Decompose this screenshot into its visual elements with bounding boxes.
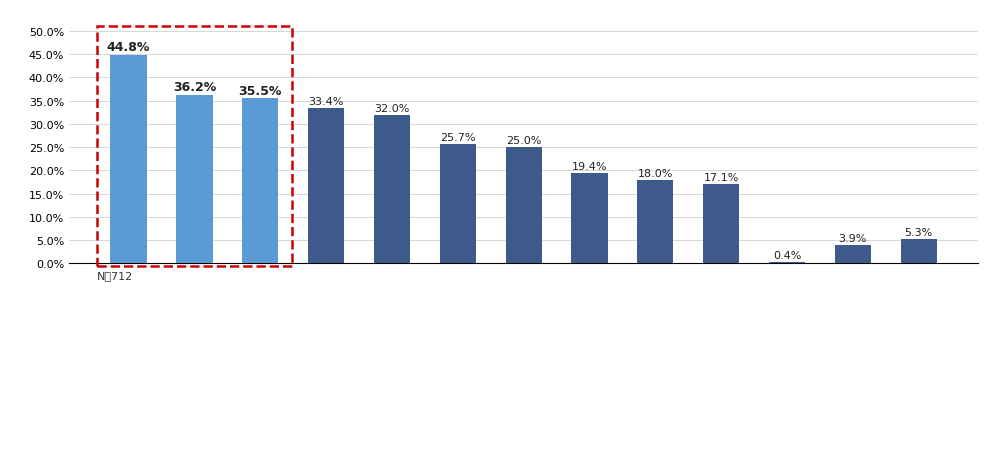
Bar (835, 246, 871, 264)
Text: 0.4%: 0.4% (773, 250, 801, 260)
Bar (176, 96, 212, 264)
Bar (769, 262, 805, 264)
Text: 36.2%: 36.2% (173, 81, 216, 94)
Text: 25.7%: 25.7% (440, 133, 475, 143)
Text: 19.4%: 19.4% (572, 162, 608, 172)
Text: 17.1%: 17.1% (703, 173, 739, 182)
Text: 18.0%: 18.0% (637, 168, 673, 178)
Text: 25.0%: 25.0% (506, 136, 541, 146)
Text: 44.8%: 44.8% (107, 41, 150, 54)
Bar (637, 180, 674, 264)
Text: 5.3%: 5.3% (905, 228, 933, 238)
Text: 3.9%: 3.9% (839, 234, 867, 244)
Text: 32.0%: 32.0% (374, 104, 410, 114)
Bar (111, 56, 146, 264)
Bar (703, 185, 739, 264)
Bar (242, 99, 279, 264)
Text: 33.4%: 33.4% (308, 97, 344, 107)
Bar (571, 174, 608, 264)
Bar (440, 145, 476, 264)
Bar (506, 148, 541, 264)
Bar (308, 109, 344, 264)
Text: 35.5%: 35.5% (238, 84, 282, 97)
Text: N＝712: N＝712 (97, 271, 133, 281)
Bar (373, 116, 410, 264)
Bar (901, 239, 937, 264)
